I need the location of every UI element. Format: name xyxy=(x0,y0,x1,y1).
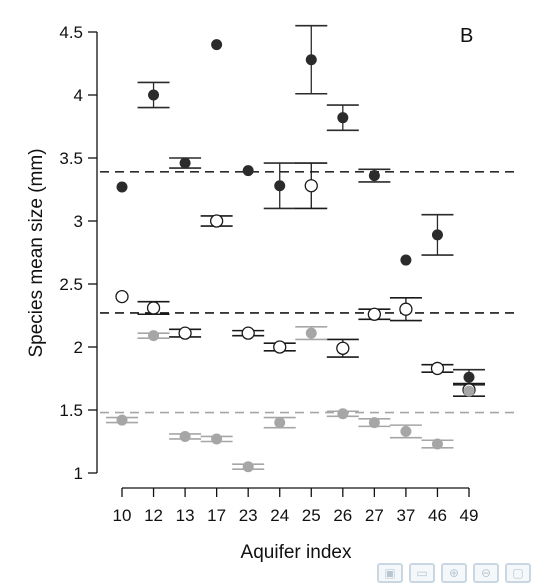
zoom-in-icon[interactable]: ⊕ xyxy=(441,563,467,583)
data-point xyxy=(400,425,412,437)
data-point xyxy=(116,414,128,426)
data-point xyxy=(179,157,191,169)
x-tick-label: 12 xyxy=(144,506,163,525)
zoom-out-icon[interactable]: ⊖ xyxy=(473,563,499,583)
error-bars xyxy=(106,24,485,471)
y-tick-label: 2.5 xyxy=(59,275,83,294)
data-point xyxy=(179,430,191,442)
data-point xyxy=(148,330,160,342)
data-point xyxy=(115,289,129,304)
x-tick-label: 13 xyxy=(176,506,195,525)
data-point xyxy=(273,340,287,354)
y-tick-label: 3.5 xyxy=(59,149,83,168)
panel-label: B xyxy=(460,25,473,47)
x-axis-title: Aquifer index xyxy=(241,542,352,563)
y-tick-label: 2 xyxy=(74,338,83,357)
data-point xyxy=(242,165,254,177)
data-point xyxy=(463,371,475,383)
x-tick-label: 23 xyxy=(239,506,258,525)
data-point xyxy=(336,341,350,355)
x-tick-label: 49 xyxy=(460,506,479,525)
x-tick-label: 25 xyxy=(302,506,321,525)
x-tick-label: 37 xyxy=(396,506,415,525)
pan-icon[interactable]: ▭ xyxy=(409,563,435,583)
data-point xyxy=(178,326,192,340)
data-point xyxy=(209,214,224,228)
data-point xyxy=(146,301,161,315)
fullscreen-icon[interactable]: ▢ xyxy=(505,563,531,583)
data-point xyxy=(337,408,349,420)
data-point xyxy=(305,327,317,339)
y-tick-label: 4 xyxy=(74,86,83,105)
data-point xyxy=(399,302,413,316)
x-tick-label: 10 xyxy=(113,506,132,525)
data-point xyxy=(242,461,254,473)
mean-lines xyxy=(100,171,516,414)
data-point xyxy=(274,417,286,429)
y-tick-label: 3 xyxy=(74,212,83,231)
x-tick-label: 27 xyxy=(365,506,384,525)
plot-toolbar: ▣ ▭ ⊕ ⊖ ▢ xyxy=(341,562,533,584)
data-point xyxy=(368,417,380,429)
data-point xyxy=(211,39,223,51)
x-tick-label: 24 xyxy=(270,506,289,525)
x-tick-label: 17 xyxy=(207,506,226,525)
y-tick-label: 1 xyxy=(74,464,83,483)
data-point xyxy=(211,433,223,445)
data-point xyxy=(368,170,380,182)
export-icon[interactable]: ▣ xyxy=(377,563,403,583)
y-axis: 1 1.5 2 2.5 3 3.5 4 4.5 xyxy=(59,23,98,483)
data-point xyxy=(367,307,382,321)
data-point xyxy=(305,54,317,66)
x-tick-label: 26 xyxy=(333,506,352,525)
data-point xyxy=(463,385,475,397)
x-tick-label: 46 xyxy=(428,506,447,525)
data-point xyxy=(304,179,318,193)
data-point xyxy=(274,180,286,192)
data-points xyxy=(115,39,476,473)
data-point xyxy=(431,438,443,450)
data-point xyxy=(116,181,128,193)
y-tick-label: 4.5 xyxy=(59,23,83,42)
data-point xyxy=(430,361,445,376)
y-axis-title: Species mean size (mm) xyxy=(26,148,47,357)
data-point xyxy=(148,89,160,101)
y-tick-label: 1.5 xyxy=(59,401,83,420)
data-point xyxy=(337,112,349,124)
data-point xyxy=(431,229,443,241)
x-axis: 10 12 13 17 23 24 25 26 27 37 46 49 xyxy=(113,487,479,525)
data-point xyxy=(400,254,412,266)
data-point xyxy=(241,326,255,340)
